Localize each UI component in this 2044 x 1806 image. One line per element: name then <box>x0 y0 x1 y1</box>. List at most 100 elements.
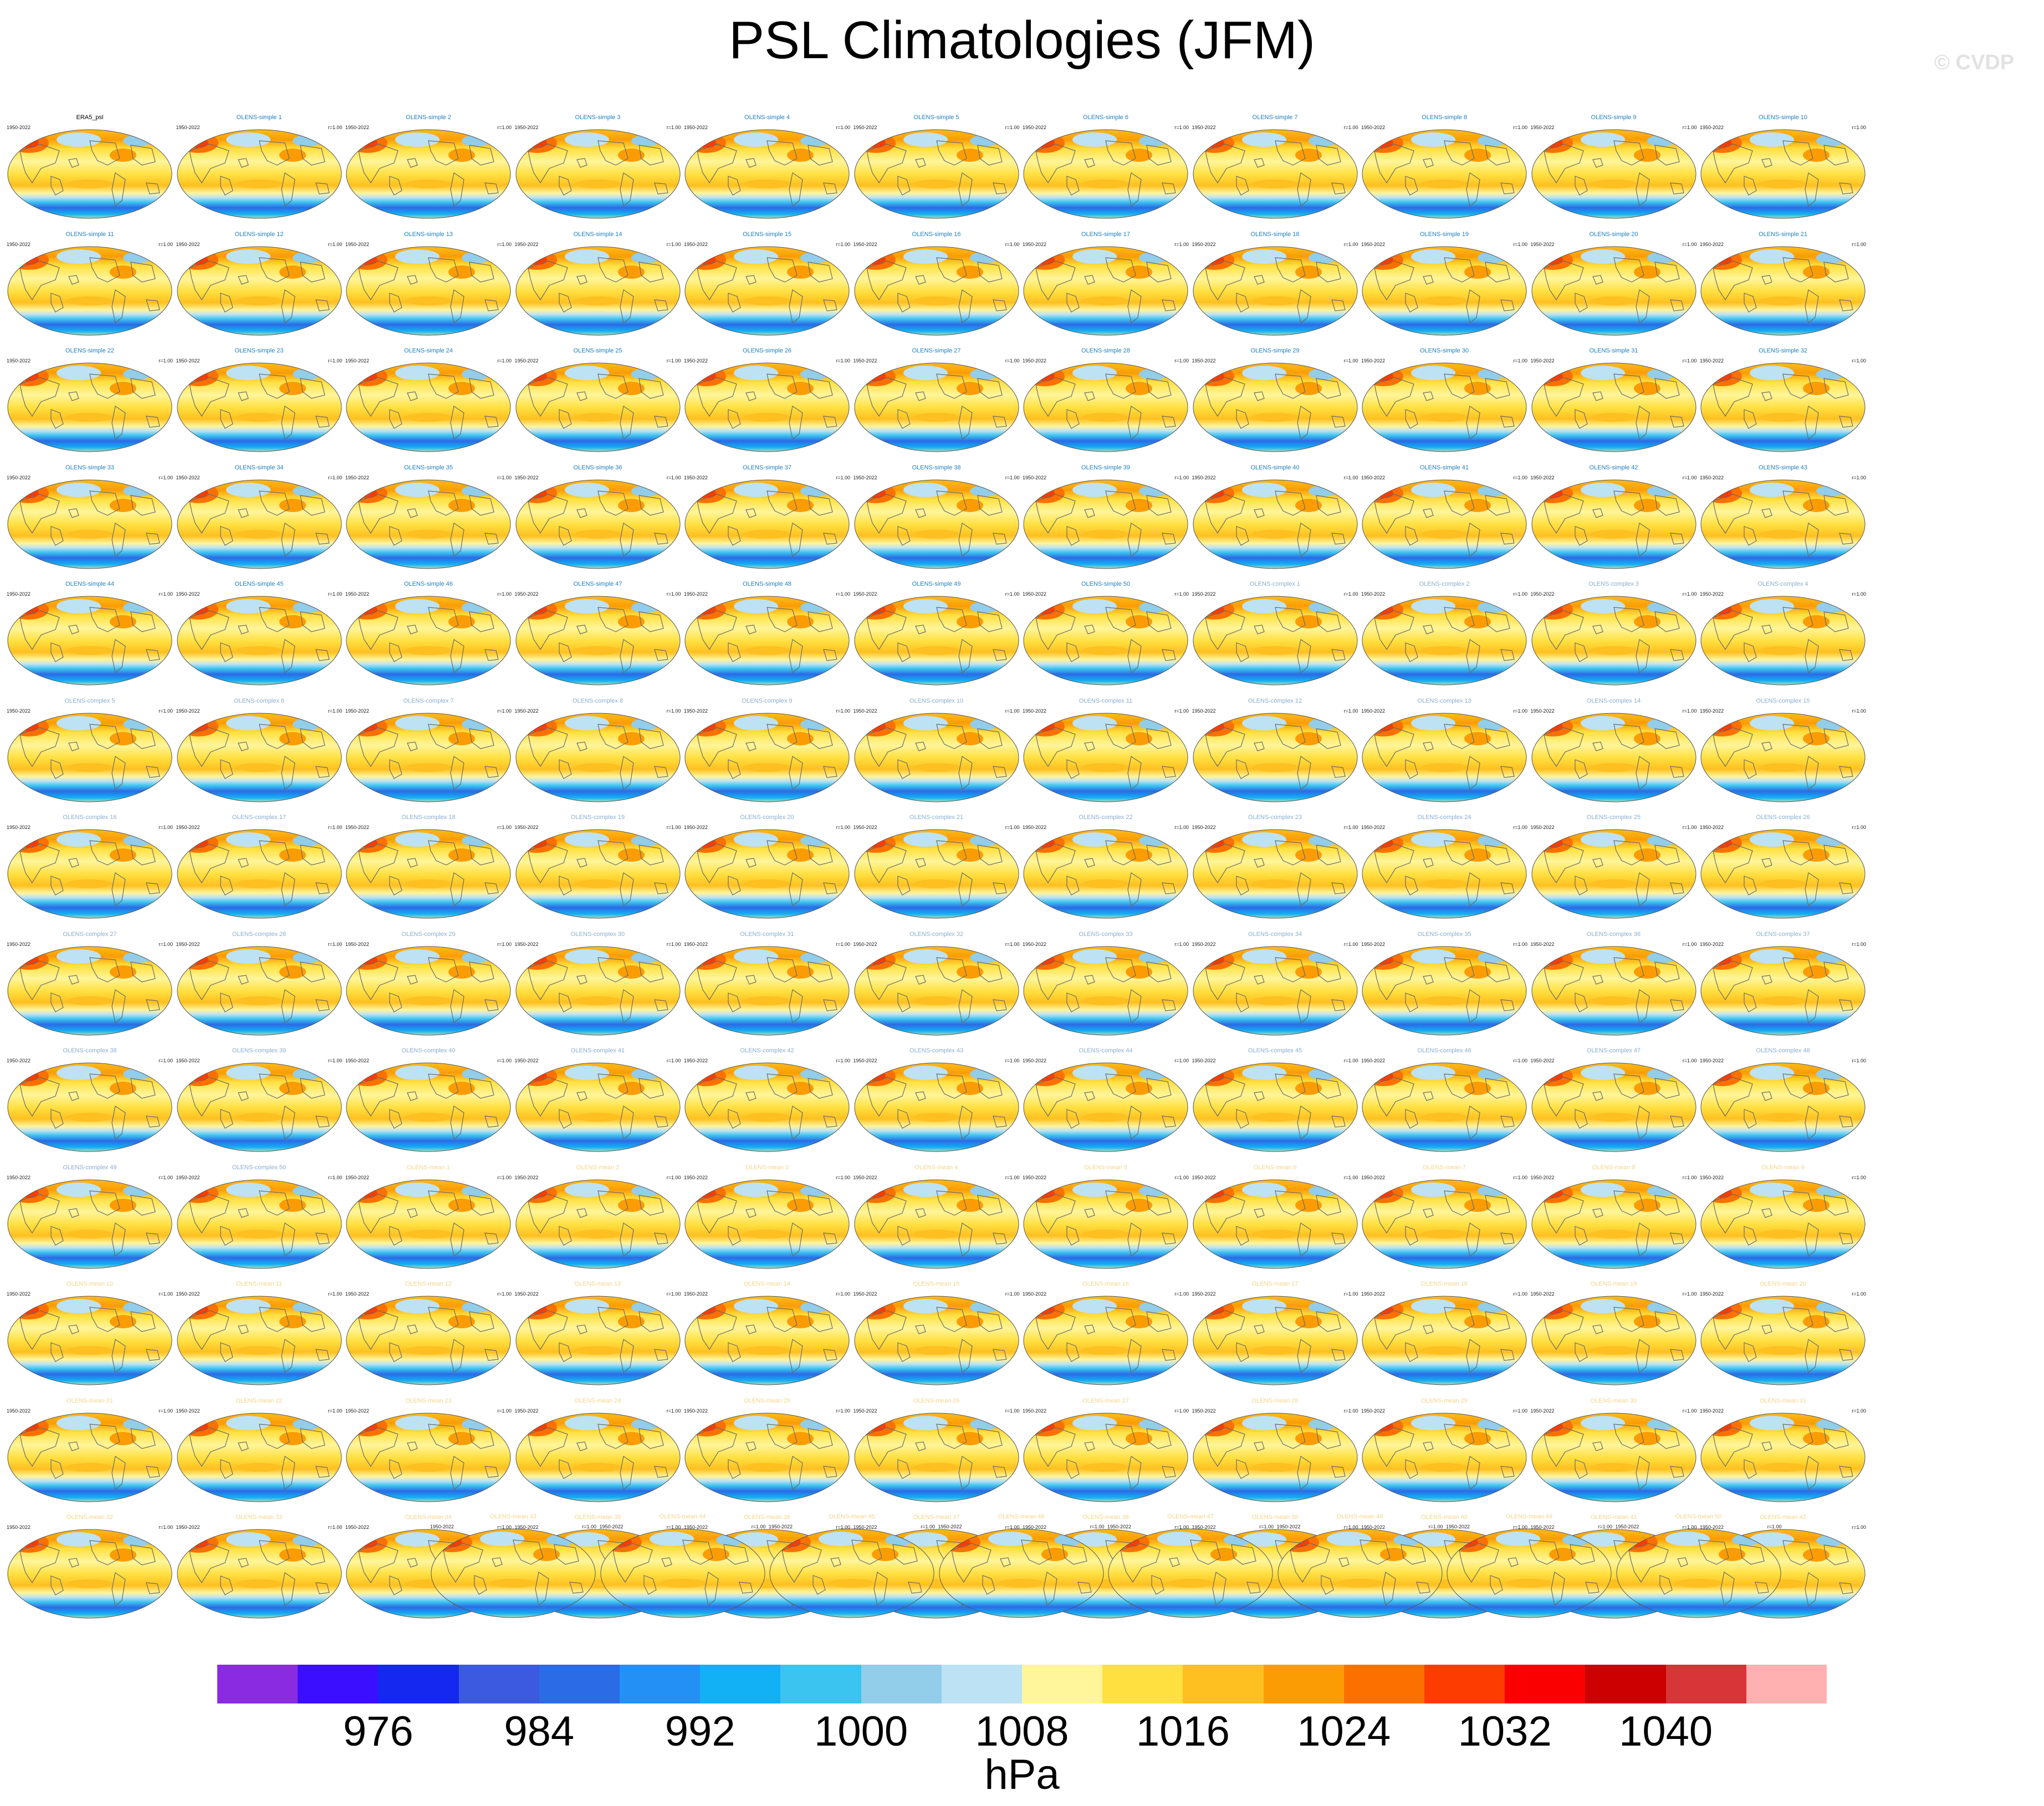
map-panel: OLENS-complex 5 1950-2022 r=1.00 <box>7 698 173 804</box>
map-panel: OLENS-simple 41 1950-2022 r=1.00 <box>1361 464 1527 571</box>
psl-map <box>1193 246 1357 335</box>
panel-correlation: r=1.00 <box>666 474 681 480</box>
panel-correlation: r=1.00 <box>159 1524 173 1530</box>
panel-correlation: r=1.00 <box>1682 941 1697 947</box>
panel-years: 1950-2022 <box>1700 1058 1724 1063</box>
panel-correlation: r=1.00 <box>159 1408 173 1414</box>
map-panel: OLENS-simple 48 1950-2022 r=1.00 <box>684 581 850 687</box>
panel-years: 1950-2022 <box>684 1291 708 1297</box>
panel-years: 1950-2022 <box>176 125 200 130</box>
panel-correlation: r=1.00 <box>666 825 681 830</box>
psl-map <box>1700 246 1866 335</box>
panel-title: OLENS-simple 26 <box>742 347 792 354</box>
panel-title: OLENS-simple 47 <box>573 581 622 587</box>
panel-title: OLENS-complex 31 <box>740 930 794 938</box>
map-panel: OLENS-complex 20 1950-2022 r=1.00 <box>684 814 850 920</box>
panel-correlation: r=1.00 <box>1513 1524 1527 1530</box>
map-panel: OLENS-simple 15 1950-2022 r=1.00 <box>684 231 850 337</box>
panel-correlation: r=1.00 <box>1343 1408 1358 1414</box>
panel-correlation: r=1.00 <box>1005 358 1020 364</box>
colorbar-swatch <box>1585 1665 1666 1703</box>
map-panel: ERA5_psl 1950-2022 <box>7 114 173 221</box>
psl-map <box>1362 1296 1527 1385</box>
panel-title: OLENS-mean 36 <box>744 1514 790 1521</box>
panel-years: 1950-2022 <box>1192 241 1216 247</box>
panel-correlation: r=1.00 <box>751 1524 766 1529</box>
panel-correlation: r=1.00 <box>1343 125 1358 130</box>
panel-correlation: r=1.00 <box>1174 125 1189 130</box>
panel-title: OLENS-simple 35 <box>403 464 453 471</box>
panel-correlation: r=1.00 <box>1682 474 1697 480</box>
colorbar-tick-label: 1032 <box>1458 1708 1552 1755</box>
panel-correlation: r=1.00 <box>582 1524 596 1529</box>
psl-map <box>1700 129 1866 219</box>
psl-map <box>1531 1296 1696 1385</box>
panel-correlation: r=1.00 <box>159 591 173 597</box>
panel-title: OLENS-simple 43 <box>1758 464 1808 471</box>
panel-years: 1950-2022 <box>684 1408 708 1414</box>
panel-title: OLENS-mean 35 <box>574 1514 621 1521</box>
map-panel: OLENS-simple 13 1950-2022 r=1.00 <box>345 231 512 337</box>
panel-correlation: r=1.00 <box>1682 125 1697 130</box>
map-panel: OLENS-complex 7 1950-2022 r=1.00 <box>345 698 512 804</box>
map-panel: OLENS-mean 6 1950-2022 r=1.00 <box>1192 1164 1358 1271</box>
psl-map <box>1193 946 1357 1035</box>
map-panel: OLENS-simple 8 1950-2022 r=1.00 <box>1361 114 1527 221</box>
panel-years: 1950-2022 <box>1361 941 1386 947</box>
psl-map <box>854 246 1019 335</box>
panel-title: OLENS-simple 41 <box>1419 464 1469 471</box>
map-panel: OLENS-complex 23 1950-2022 r=1.00 <box>1192 814 1358 920</box>
panel-years: 1950-2022 <box>7 1291 31 1297</box>
psl-map <box>1193 479 1357 569</box>
panel-title: OLENS-simple 1 <box>236 114 282 121</box>
panel-correlation: r=1.00 <box>1343 1291 1358 1297</box>
panel-correlation: r=1.00 <box>1005 474 1020 480</box>
psl-map <box>1023 362 1188 452</box>
panel-title: OLENS-mean 10 <box>67 1281 113 1287</box>
panel-years: 1950-2022 <box>1530 474 1555 480</box>
map-panel: OLENS-mean 7 1950-2022 r=1.00 <box>1361 1164 1527 1271</box>
map-panel: OLENS-simple 22 1950-2022 r=1.00 <box>7 347 173 454</box>
map-panel: OLENS-complex 1 1950-2022 r=1.00 <box>1192 581 1358 687</box>
panel-years: 1950-2022 <box>684 474 708 480</box>
colorbar <box>217 1665 1827 1703</box>
panel-correlation: r=1.00 <box>1682 1291 1697 1297</box>
map-panel: OLENS-simple 4 1950-2022 r=1.00 <box>684 114 850 221</box>
panel-correlation: r=1.00 <box>497 358 512 364</box>
panel-correlation: r=1.00 <box>1005 1058 1020 1063</box>
psl-map <box>1531 713 1696 802</box>
panel-title: OLENS-complex 41 <box>570 1047 625 1054</box>
panel-correlation: r=1.00 <box>1343 825 1358 830</box>
panel-years: 1950-2022 <box>1530 1524 1555 1530</box>
map-panel: OLENS-complex 37 1950-2022 r=1.00 <box>1700 931 1866 1037</box>
colorbar-tick-label: 976 <box>343 1708 413 1755</box>
panel-correlation: r=1.00 <box>1852 1408 1866 1414</box>
psl-map <box>7 713 172 802</box>
panel-years: 1950-2022 <box>853 1524 877 1530</box>
psl-map <box>854 1062 1019 1152</box>
panel-years: 1950-2022 <box>1192 825 1216 830</box>
panel-correlation: r=1.00 <box>1174 241 1189 247</box>
panel-years: 1950-2022 <box>1700 474 1724 480</box>
panel-title: OLENS-complex 39 <box>232 1047 287 1054</box>
panel-title: OLENS-mean 7 <box>1423 1164 1466 1171</box>
map-panel: OLENS-mean 23 1950-2022 r=1.00 <box>345 1398 512 1504</box>
colorbar-tick-label: 1016 <box>1136 1708 1230 1755</box>
panel-title: OLENS-simple 45 <box>234 581 284 587</box>
panel-years: 1950-2022 <box>1023 941 1047 947</box>
panel-years: 1950-2022 <box>345 474 370 480</box>
map-panel: OLENS-mean 24 1950-2022 r=1.00 <box>515 1398 681 1504</box>
panel-title: OLENS-mean 25 <box>744 1397 790 1404</box>
panel-correlation: r=1.00 <box>1852 358 1866 364</box>
panel-years: 1950-2022 <box>176 1058 200 1063</box>
panel-correlation: r=1.00 <box>666 1408 681 1414</box>
panel-title: OLENS-complex 18 <box>401 814 456 821</box>
panel-title: OLENS-mean 48 <box>1336 1513 1383 1520</box>
psl-map <box>515 246 680 335</box>
panel-correlation: r=1.00 <box>1005 708 1020 714</box>
map-panel: OLENS-simple 36 1950-2022 r=1.00 <box>515 464 681 571</box>
panel-years: 1950-2022 <box>1361 358 1386 364</box>
psl-map <box>346 1413 511 1502</box>
panel-title: OLENS-complex 44 <box>1079 1047 1133 1054</box>
panel-title: OLENS-mean 45 <box>829 1513 875 1520</box>
